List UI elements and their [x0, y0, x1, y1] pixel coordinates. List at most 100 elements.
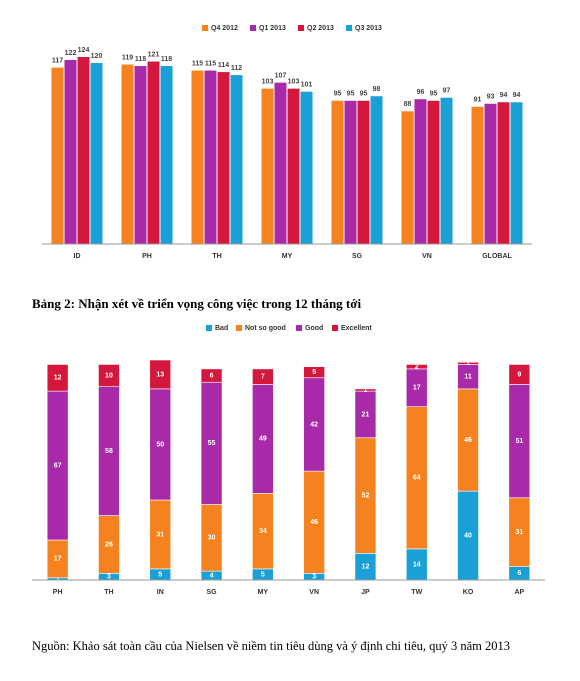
segment-label: 1: [363, 387, 367, 394]
legend-swatch: [236, 325, 242, 331]
x-tick-label: ID: [74, 253, 81, 260]
x-tick-label: TH: [104, 589, 113, 596]
bar: [217, 72, 230, 244]
bar-segment: [252, 368, 274, 385]
bar-segment: [303, 366, 325, 379]
segment-label: 26: [105, 541, 113, 548]
bar: [230, 75, 243, 244]
value-label: 120: [91, 53, 103, 60]
segment-label: 3: [312, 574, 316, 581]
segment-label: 51: [515, 438, 523, 445]
bar: [401, 111, 414, 245]
segment-label: 13: [156, 371, 164, 378]
value-label: 107: [275, 72, 287, 79]
bar: [414, 99, 427, 245]
value-label: 118: [135, 56, 146, 63]
segment-label: 11: [464, 374, 472, 381]
x-tick-label: VN: [422, 253, 432, 260]
segment-label: 12: [362, 564, 370, 571]
bar-segment: [200, 368, 223, 383]
value-label: 118: [161, 56, 172, 63]
value-label: 97: [443, 88, 451, 95]
x-tick-label: SG: [352, 253, 363, 260]
segment-label: 2: [415, 364, 419, 371]
legend-swatch: [298, 25, 304, 31]
value-label: 122: [65, 50, 77, 57]
value-label: 112: [231, 65, 242, 72]
segment-label: 31: [156, 531, 164, 538]
segment-label: 7: [261, 374, 265, 381]
x-tick-label: AP: [514, 589, 524, 596]
segment-label: 5: [158, 571, 162, 578]
legend-label: Excellent: [341, 325, 372, 332]
bar: [471, 106, 484, 244]
value-label: 94: [513, 92, 521, 99]
segment-label: 31: [515, 529, 523, 536]
value-label: 121: [148, 51, 160, 58]
segment-label: 50: [156, 441, 164, 448]
value-label: 95: [347, 91, 355, 98]
bar: [370, 96, 383, 244]
segment-label: 1: [466, 360, 470, 367]
x-tick-label: GLOBAL: [482, 253, 512, 260]
segment-label: 58: [105, 448, 113, 455]
bar: [147, 61, 160, 244]
segment-label: 49: [259, 436, 267, 443]
bar-segment: [98, 364, 120, 387]
bar: [440, 97, 453, 244]
x-tick-label: VN: [309, 589, 319, 596]
bar: [160, 66, 173, 244]
segment-label: 46: [310, 519, 318, 526]
value-label: 114: [218, 62, 229, 69]
segment-label: 40: [464, 532, 472, 539]
segment-label: 17: [54, 556, 62, 563]
x-tick-label: TW: [411, 589, 422, 596]
value-label: 95: [334, 91, 342, 98]
value-label: 101: [301, 82, 313, 89]
bar: [134, 66, 147, 244]
bar: [331, 100, 344, 244]
bar: [300, 91, 313, 244]
segment-label: 6: [210, 372, 214, 379]
bar: [77, 57, 90, 244]
segment-label: 5: [261, 571, 265, 578]
x-tick-label: PH: [142, 253, 152, 260]
value-label: 94: [500, 92, 508, 99]
bar: [274, 82, 287, 244]
legend-swatch: [202, 25, 208, 31]
x-tick-label: KO: [463, 589, 474, 596]
value-label: 117: [52, 57, 63, 64]
x-tick-label: PH: [53, 589, 63, 596]
x-tick-label: IN: [157, 589, 164, 596]
value-label: 103: [288, 79, 300, 86]
segment-label: 4: [210, 572, 214, 579]
legend-label: Q4 2012: [211, 25, 238, 32]
value-label: 95: [430, 91, 438, 98]
legend-label: Q3 2013: [355, 25, 382, 32]
segment-label: 14: [413, 561, 421, 568]
bar: [121, 64, 134, 245]
bar: [497, 102, 510, 244]
value-label: 115: [205, 60, 216, 67]
bar-segment: [405, 364, 428, 370]
x-tick-label: JP: [361, 589, 370, 596]
value-label: 103: [262, 79, 274, 86]
bar: [357, 100, 370, 244]
bar: [261, 88, 274, 244]
segment-label: 12: [54, 375, 62, 382]
segment-label: 17: [413, 385, 421, 392]
legend-label: Q2 2013: [307, 25, 334, 32]
bar: [344, 100, 357, 244]
bar: [427, 100, 440, 244]
segment-label: 34: [259, 528, 267, 535]
segment-label: 55: [208, 440, 216, 447]
bar-segment: [46, 364, 69, 392]
bar: [287, 88, 300, 244]
value-label: 93: [487, 94, 495, 101]
caption: Bảng 2: Nhận xét về triển vọng công việc…: [32, 296, 362, 311]
segment-label: 5: [312, 369, 316, 376]
x-tick-label: TH: [212, 253, 221, 260]
bar-segment: [508, 364, 531, 385]
bar: [90, 63, 103, 244]
